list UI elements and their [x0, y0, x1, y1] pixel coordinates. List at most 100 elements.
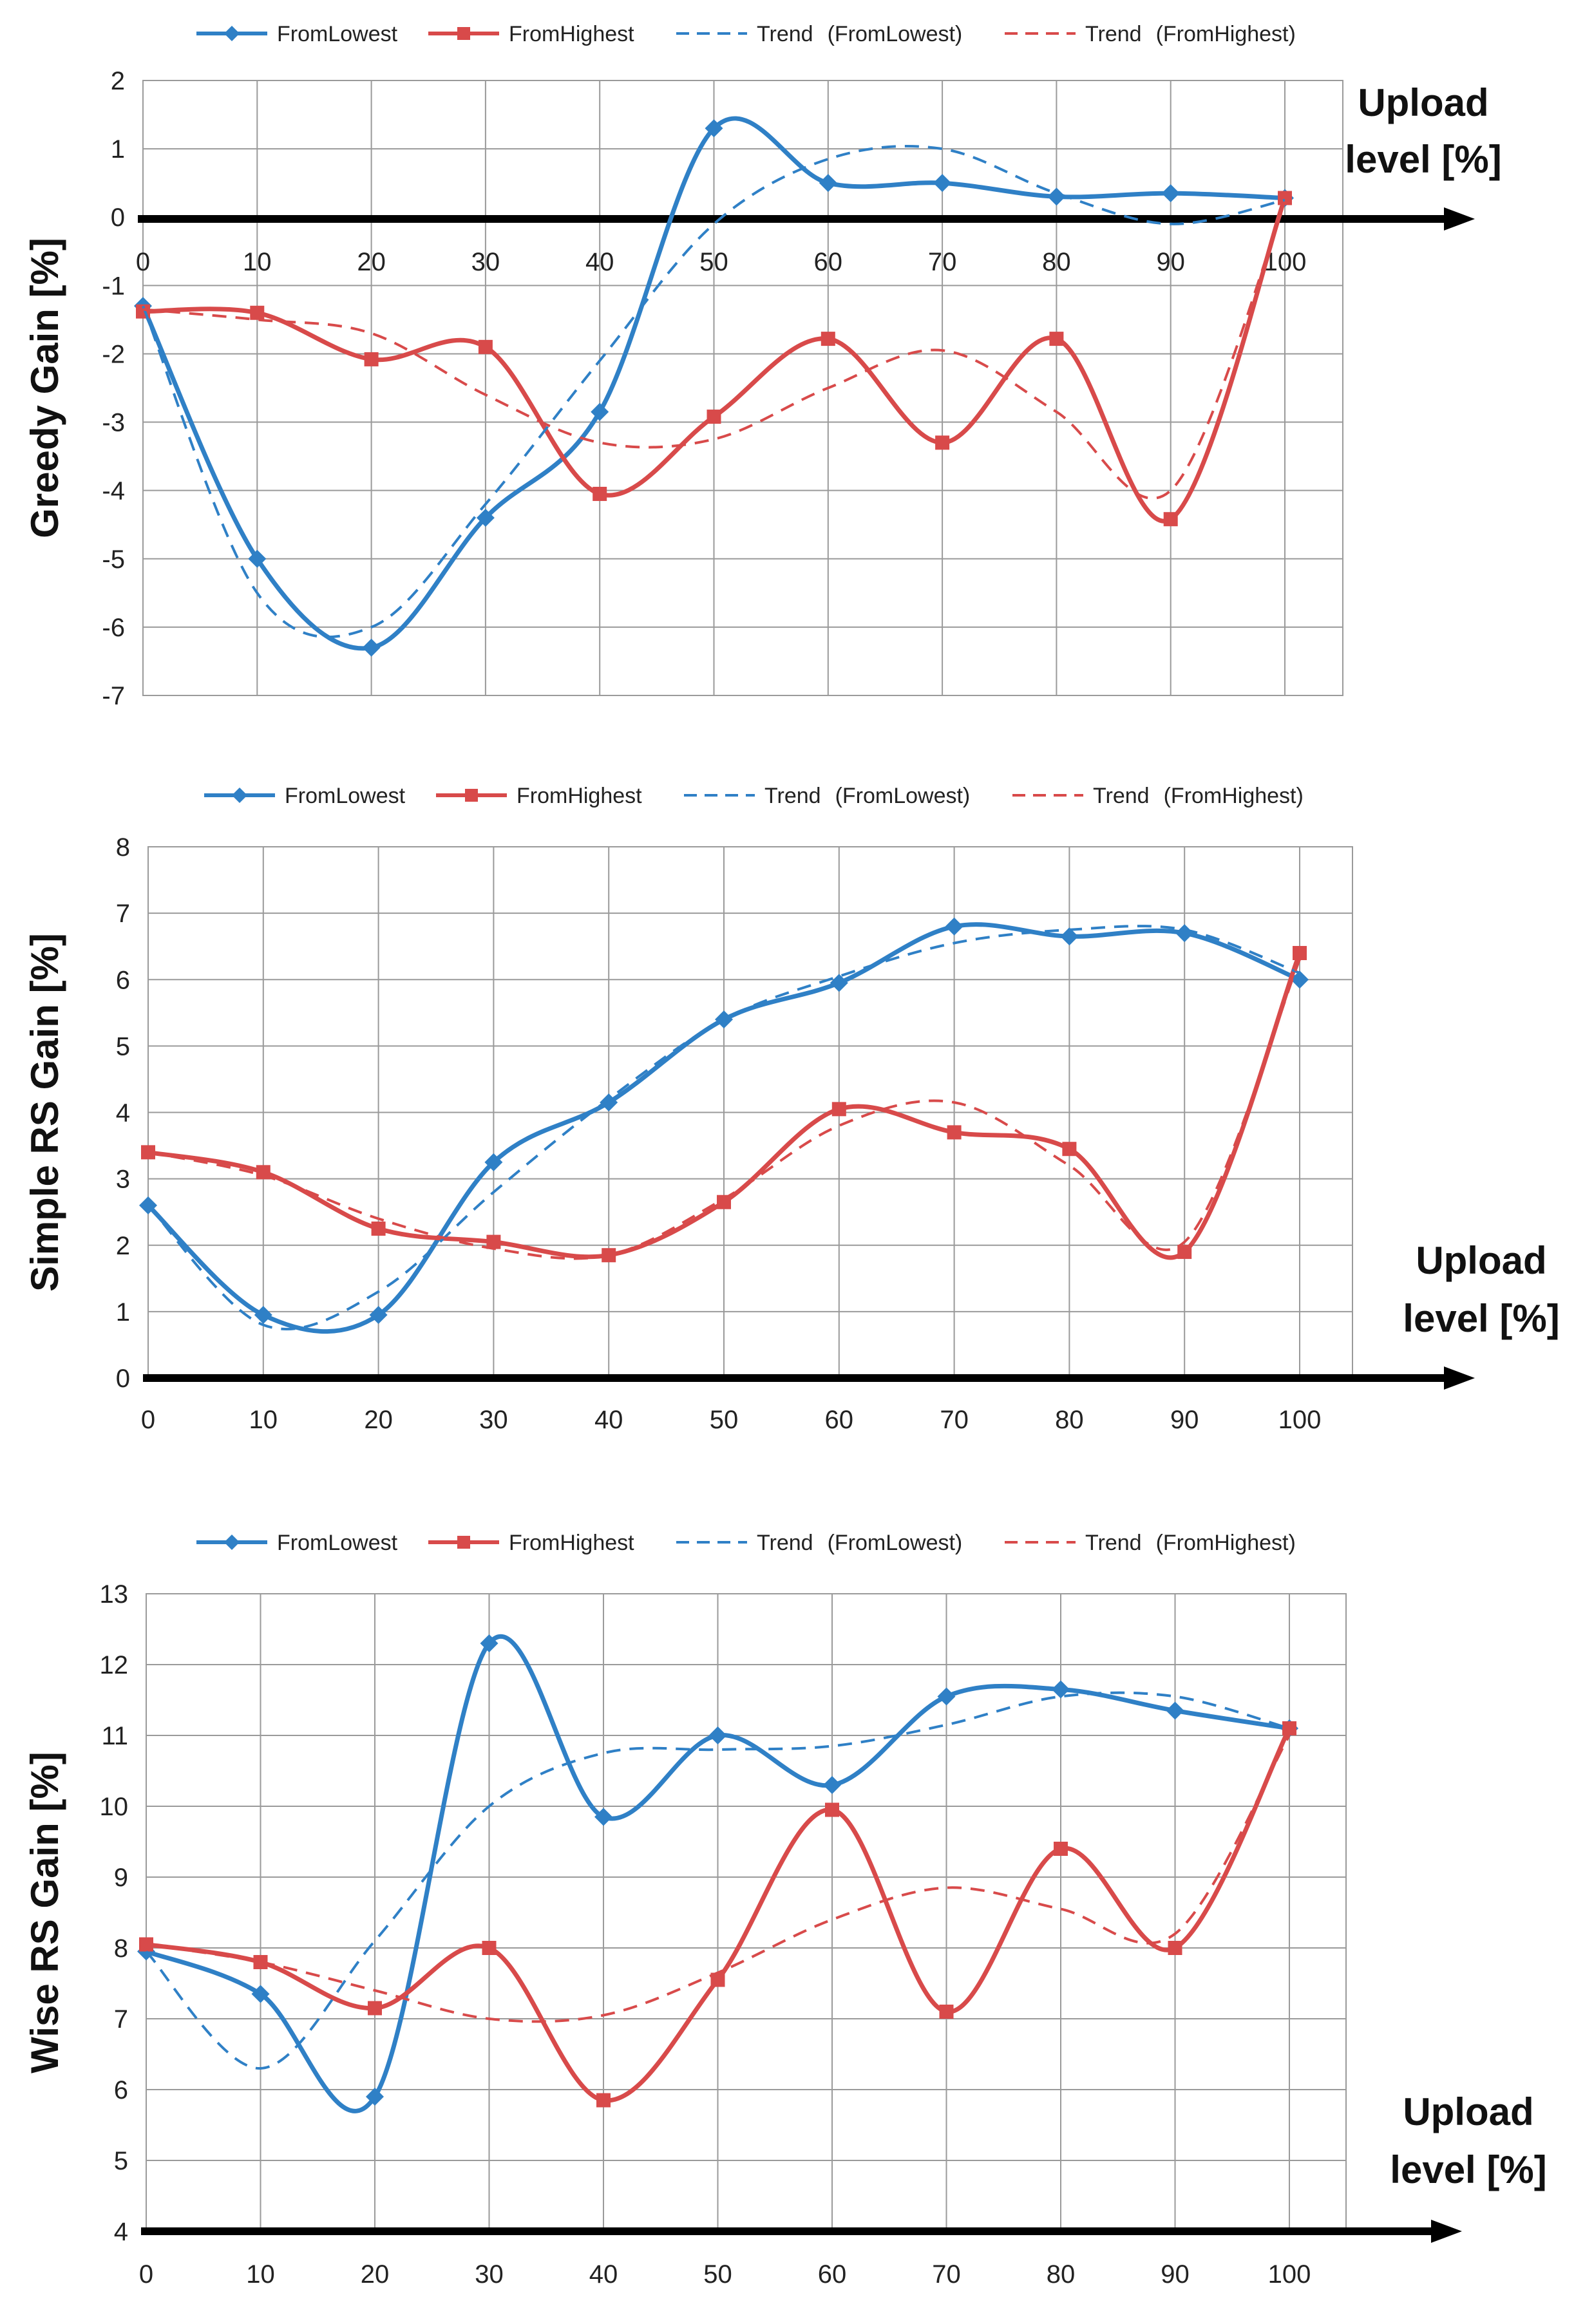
x-axis-label-line2: level [%] [1345, 138, 1501, 181]
x-tick-label: 90 [1156, 248, 1185, 276]
y-tick-label: 6 [114, 2076, 128, 2104]
y-tick-label: -6 [102, 614, 125, 642]
series-line-3 [142, 145, 1286, 639]
data-point-square [1168, 1941, 1182, 1955]
x-tick-label: 20 [364, 1406, 393, 1434]
legend-label-1: FromLowest [277, 1531, 398, 1555]
y-tick-label: 0 [116, 1365, 130, 1393]
x-tick-label: 60 [814, 248, 843, 276]
x-tick-label: 100 [1268, 2260, 1311, 2289]
x-tick-label: 40 [594, 1406, 623, 1434]
x-axis-label-line2: level [%] [1390, 2148, 1546, 2191]
y-tick-label: 6 [116, 966, 130, 994]
series-line-3 [145, 1691, 1290, 2070]
data-point-diamond [1060, 927, 1079, 946]
data-point-diamond [248, 549, 267, 568]
data-point-square [710, 1972, 725, 1987]
legend-series-name: Trend [1085, 1531, 1142, 1555]
data-point-square [825, 1802, 839, 1817]
y-tick-label: 8 [114, 1934, 128, 1963]
x-axis-label-line2: level [%] [1403, 1297, 1559, 1340]
legend-series-name: FromHighest [509, 22, 634, 46]
x-tick-label: 20 [357, 248, 386, 276]
legend-label-4: Trend (FromHighest) [1085, 1531, 1296, 1555]
x-axis-arrowhead [1444, 1366, 1475, 1390]
series-line-4 [147, 959, 1301, 1260]
x-tick-label: 10 [243, 248, 272, 276]
y-tick-label: 12 [100, 1651, 129, 1679]
y-axis-label: Wise RS Gain [%] [23, 1752, 66, 2074]
plot-area [146, 1593, 1347, 2232]
data-point-diamond [600, 1093, 618, 1112]
data-point-diamond [1166, 1701, 1184, 1720]
y-tick-label: 8 [116, 833, 130, 862]
legend-label-2: FromHighest [509, 22, 634, 46]
legend-label-4: Trend (FromHighest) [1093, 784, 1304, 808]
data-point-diamond [476, 509, 495, 527]
data-point-diamond [1047, 187, 1066, 206]
data-point-diamond [830, 974, 848, 992]
legend-series-name: FromLowest [285, 784, 406, 808]
legend-marker-diamond [224, 1535, 240, 1550]
legend-label-4: Trend (FromHighest) [1085, 22, 1296, 46]
data-point-square [1282, 1721, 1296, 1735]
y-tick-label: 3 [116, 1166, 130, 1194]
x-tick-label: 0 [136, 248, 150, 276]
data-point-square [821, 332, 835, 346]
y-axis-label: Simple RS Gain [%] [23, 933, 66, 1292]
x-axis-label-line1: Upload [1403, 2090, 1533, 2133]
x-tick-label: 70 [940, 1406, 969, 1434]
data-point-diamond [484, 1153, 503, 1171]
x-tick-label: 100 [1278, 1406, 1322, 1434]
y-tick-label: 1 [116, 1298, 130, 1327]
data-point-diamond [823, 1776, 841, 1794]
data-point-square [1062, 1142, 1077, 1157]
legend-series-suffix: (FromHighest) [1164, 784, 1304, 808]
x-axis-arrowhead [1431, 2220, 1462, 2243]
legend-series-name: FromLowest [277, 1531, 398, 1555]
y-tick-label: 9 [114, 1864, 128, 1892]
legend-label-1: FromLowest [277, 22, 398, 46]
y-tick-label: 7 [114, 2005, 128, 2034]
legend-marker-square [457, 27, 470, 40]
x-tick-label: 30 [471, 248, 500, 276]
data-point-square [364, 352, 379, 366]
data-point-square [939, 2005, 954, 2019]
data-point-diamond [708, 1726, 727, 1744]
legend-marker-square [465, 789, 478, 802]
x-tick-label: 10 [249, 1406, 278, 1434]
legend: FromLowest FromHighest Trend (FromLowest) Tr… [196, 1531, 1296, 1555]
legend-series-name: Trend [757, 1531, 813, 1555]
legend-series-name: FromHighest [509, 1531, 634, 1555]
legend-series-name: Trend [764, 784, 821, 808]
data-point-diamond [251, 1985, 270, 2003]
data-point-square [707, 410, 721, 424]
legend-series-name: Trend [1085, 22, 1142, 46]
y-tick-label: 2 [116, 1232, 130, 1260]
y-tick-label: -4 [102, 477, 125, 505]
data-point-diamond [945, 917, 963, 936]
data-point-diamond [591, 402, 609, 421]
y-tick-label: 0 [111, 203, 125, 232]
y-tick-label: 11 [101, 1722, 128, 1750]
y-tick-label: 7 [116, 900, 130, 928]
data-point-diamond [362, 638, 381, 657]
data-point-square [141, 1145, 155, 1160]
data-point-square [482, 1941, 497, 1955]
x-axis-arrowhead [1444, 207, 1475, 231]
data-point-square [1177, 1245, 1192, 1260]
data-point-square [1049, 332, 1064, 346]
data-point-square [371, 1221, 386, 1236]
data-point-square [368, 2001, 382, 2016]
x-tick-label: 80 [1047, 2260, 1076, 2289]
legend-label-3: Trend (FromLowest) [764, 784, 970, 808]
x-tick-label: 30 [479, 1406, 508, 1434]
data-point-square [947, 1125, 962, 1140]
x-tick-label: 10 [246, 2260, 275, 2289]
y-tick-label: -1 [102, 272, 125, 300]
series-line-4 [146, 1735, 1291, 2023]
data-point-diamond [480, 1634, 498, 1652]
data-point-diamond [1175, 924, 1194, 943]
y-tick-label: -5 [102, 545, 125, 574]
